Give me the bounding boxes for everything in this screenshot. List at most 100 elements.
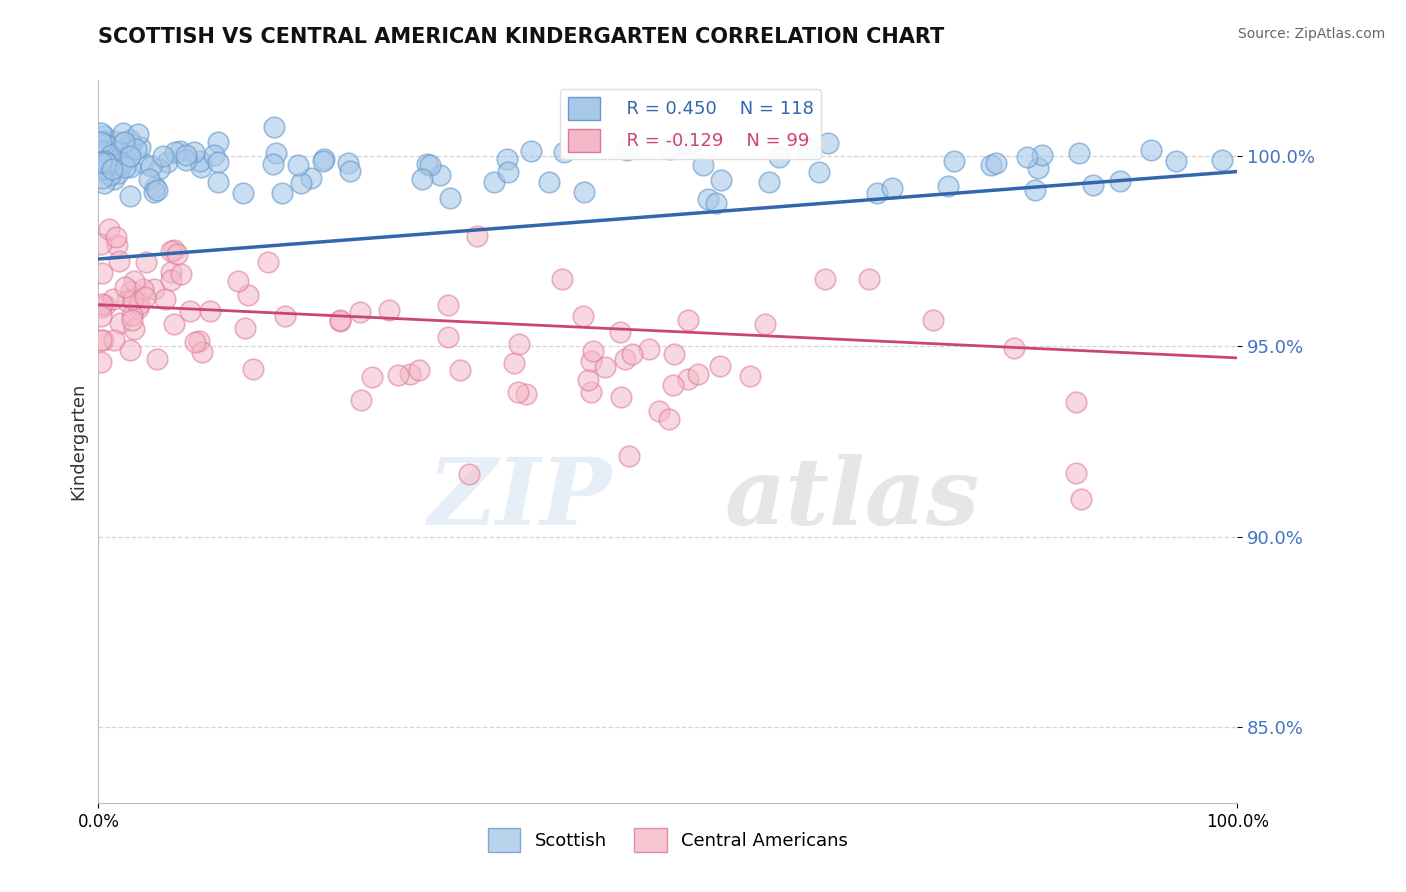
Point [502, 356, 524, 370]
Point [91, 266, 114, 280]
Point [437, 298, 460, 312]
Point [207, 155, 229, 169]
Point [101, 292, 124, 306]
Point [339, 164, 361, 178]
Point [921, 313, 943, 327]
Point [191, 345, 214, 359]
Point [1064, 394, 1087, 409]
Point [270, 186, 292, 200]
Point [184, 334, 207, 349]
Point [105, 237, 128, 252]
Point [676, 372, 699, 386]
Point [758, 175, 780, 189]
Point [190, 161, 212, 175]
Text: ZIP: ZIP [426, 454, 612, 544]
Point [93, 298, 115, 312]
Point [662, 347, 685, 361]
Point [183, 145, 205, 159]
Point [91, 161, 114, 176]
Point [704, 195, 727, 210]
Point [496, 165, 519, 179]
Point [121, 308, 143, 322]
Point [90, 126, 112, 140]
Point [90, 154, 112, 169]
Point [482, 175, 505, 189]
Point [114, 280, 136, 294]
Point [112, 126, 135, 140]
Point [593, 359, 616, 374]
Point [101, 161, 124, 176]
Point [122, 274, 145, 288]
Point [120, 189, 142, 203]
Point [90, 144, 112, 158]
Point [814, 272, 837, 286]
Point [93, 144, 115, 158]
Point [188, 334, 211, 349]
Point [98, 222, 121, 236]
Point [496, 153, 519, 167]
Point [692, 158, 714, 172]
Point [98, 168, 121, 182]
Point [207, 135, 229, 149]
Point [943, 154, 966, 169]
Point [329, 313, 352, 327]
Point [122, 322, 145, 336]
Point [120, 343, 142, 357]
Point [936, 178, 959, 193]
Text: atlas: atlas [725, 454, 980, 544]
Point [94, 154, 117, 169]
Point [120, 136, 142, 151]
Point [508, 337, 530, 351]
Point [159, 273, 181, 287]
Point [986, 156, 1008, 170]
Point [132, 156, 155, 170]
Point [697, 192, 720, 206]
Point [94, 144, 117, 158]
Point [174, 148, 197, 162]
Point [134, 290, 156, 304]
Point [262, 156, 284, 170]
Point [98, 150, 121, 164]
Point [312, 152, 335, 166]
Text: SCOTTISH VS CENTRAL AMERICAN KINDERGARTEN CORRELATION CHART: SCOTTISH VS CENTRAL AMERICAN KINDERGARTE… [98, 27, 945, 46]
Point [796, 141, 818, 155]
Point [94, 135, 117, 149]
Point [614, 351, 637, 366]
Point [174, 153, 197, 167]
Point [232, 186, 254, 201]
Point [620, 347, 643, 361]
Point [100, 148, 122, 162]
Point [387, 368, 409, 382]
Point [617, 449, 640, 463]
Point [122, 292, 145, 306]
Point [336, 156, 359, 170]
Point [159, 244, 181, 258]
Point [145, 183, 167, 197]
Point [1026, 161, 1049, 176]
Point [273, 309, 295, 323]
Point [537, 175, 560, 189]
Point [170, 267, 193, 281]
Point [100, 153, 122, 167]
Point [659, 143, 682, 157]
Point [103, 171, 125, 186]
Point [152, 148, 174, 162]
Point [1024, 183, 1046, 197]
Point [581, 354, 603, 368]
Point [257, 255, 280, 269]
Point [290, 176, 312, 190]
Point [90, 148, 112, 162]
Point [1109, 174, 1132, 188]
Point [127, 301, 149, 315]
Point [658, 412, 681, 426]
Point [299, 171, 322, 186]
Point [115, 294, 138, 309]
Point [112, 135, 135, 149]
Point [142, 282, 165, 296]
Point [1017, 150, 1039, 164]
Y-axis label: Kindergarten: Kindergarten [69, 383, 87, 500]
Point [264, 145, 287, 160]
Point [238, 287, 260, 301]
Point [648, 404, 671, 418]
Point [377, 302, 399, 317]
